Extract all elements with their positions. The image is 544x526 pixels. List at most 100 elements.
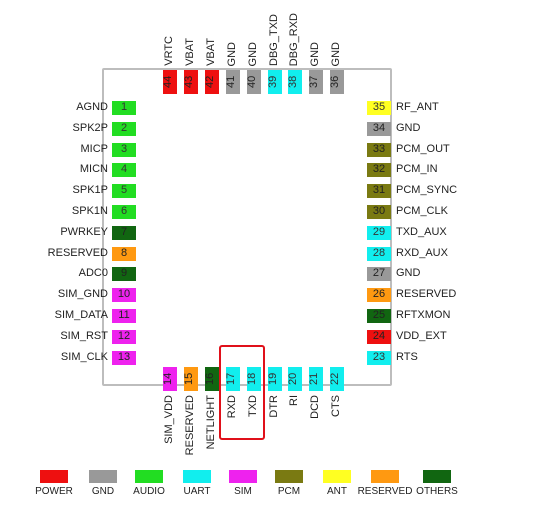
pin-35: 35 RF_ANT	[367, 101, 391, 115]
pin-9: 9 ADC0	[112, 267, 136, 281]
pin-label: GND	[248, 42, 259, 66]
pin-label: NETLIGHT	[206, 395, 217, 449]
pin-number: 44	[163, 73, 177, 91]
pin-13: 13 SIM_CLK	[112, 351, 136, 365]
pin-label: SPK1P	[73, 185, 108, 196]
pin-40: 40 GND	[247, 70, 261, 94]
legend-swatch	[371, 470, 399, 483]
rxd-txd-highlight-box	[219, 345, 265, 440]
pin-label: GND	[310, 42, 321, 66]
pin-19: 19 DTR	[268, 367, 282, 391]
pin-number: 37	[309, 73, 323, 91]
pin-label: PCM_SYNC	[396, 185, 457, 196]
pin-number: 30	[367, 206, 391, 217]
pin-label: SPK1N	[72, 206, 108, 217]
pin-number: 29	[367, 227, 391, 238]
pin-label: SIM_CLK	[61, 352, 108, 363]
pin-label: RESERVED	[48, 248, 108, 259]
pin-label: DBG_TXD	[269, 14, 280, 66]
pin-36: 36 GND	[330, 70, 344, 94]
pin-15: 15 RESERVED	[184, 367, 198, 391]
pin-number: 14	[163, 370, 177, 388]
pin-number: 8	[112, 248, 136, 259]
pin-label: RI	[289, 395, 300, 406]
pin-41: 41 GND	[226, 70, 240, 94]
legend-swatch	[135, 470, 163, 483]
pin-8: 8 RESERVED	[112, 247, 136, 261]
pin-label: PCM_OUT	[396, 144, 450, 155]
pin-33: 33 PCM_OUT	[367, 143, 391, 157]
pin-label: SPK2P	[73, 123, 108, 134]
pin-number: 31	[367, 185, 391, 196]
pin-label: PCM_IN	[396, 164, 438, 175]
pin-number: 33	[367, 144, 391, 155]
pin-label: VRTC	[164, 36, 175, 66]
pin-38: 38 DBG_RXD	[288, 70, 302, 94]
pin-number: 36	[330, 73, 344, 91]
legend-swatch	[323, 470, 351, 483]
pin-4: 4 MICN	[112, 163, 136, 177]
pin-label: RFTXMON	[396, 310, 450, 321]
pin-number: 42	[205, 73, 219, 91]
pin-number: 40	[247, 73, 261, 91]
legend-label: RESERVED	[358, 486, 413, 497]
legend-label: PCM	[278, 486, 300, 497]
pin-number: 11	[112, 310, 136, 321]
pin-label: SIM_DATA	[55, 310, 108, 321]
legend-label: POWER	[35, 486, 73, 497]
pin-21: 21 DCD	[309, 367, 323, 391]
pin-label: RESERVED	[185, 395, 196, 455]
pin-3: 3 MICP	[112, 143, 136, 157]
pin-number: 22	[330, 370, 344, 388]
pin-14: 14 SIM_VDD	[163, 367, 177, 391]
legend-label: GND	[92, 486, 114, 497]
pin-label: DCD	[310, 395, 321, 419]
pin-30: 30 PCM_CLK	[367, 205, 391, 219]
pin-number: 23	[367, 352, 391, 363]
pin-number: 20	[288, 370, 302, 388]
pin-43: 43 VBAT	[184, 70, 198, 94]
pin-32: 32 PCM_IN	[367, 163, 391, 177]
legend-label: UART	[183, 486, 210, 497]
pin-number: 24	[367, 331, 391, 342]
legend-swatch	[183, 470, 211, 483]
pin-10: 10 SIM_GND	[112, 288, 136, 302]
module-body	[102, 68, 392, 386]
pin-number: 16	[205, 370, 219, 388]
pin-42: 42 VBAT	[205, 70, 219, 94]
legend-swatch	[423, 470, 451, 483]
pin-number: 26	[367, 289, 391, 300]
pin-22: 22 CTS	[330, 367, 344, 391]
pin-label: CTS	[331, 395, 342, 417]
pin-number: 25	[367, 310, 391, 321]
legend-label: SIM	[234, 486, 252, 497]
pin-label: RF_ANT	[396, 102, 439, 113]
pin-5: 5 SPK1P	[112, 184, 136, 198]
legend-swatch	[229, 470, 257, 483]
pin-11: 11 SIM_DATA	[112, 309, 136, 323]
pin-23: 23 RTS	[367, 351, 391, 365]
pin-28: 28 RXD_AUX	[367, 247, 391, 261]
pin-number: 21	[309, 370, 323, 388]
pin-number: 9	[112, 268, 136, 279]
pin-label: SIM_VDD	[164, 395, 175, 444]
pin-1: 1 AGND	[112, 101, 136, 115]
pin-label: GND	[396, 123, 420, 134]
pin-label: GND	[227, 42, 238, 66]
pin-label: VBAT	[185, 38, 196, 66]
pin-label: GND	[331, 42, 342, 66]
pin-2: 2 SPK2P	[112, 122, 136, 136]
pin-label: PWRKEY	[60, 227, 108, 238]
pin-7: 7 PWRKEY	[112, 226, 136, 240]
pin-number: 7	[112, 227, 136, 238]
pin-26: 26 RESERVED	[367, 288, 391, 302]
pin-16: 16 NETLIGHT	[205, 367, 219, 391]
pin-label: DTR	[269, 395, 280, 418]
pin-label: DBG_RXD	[289, 13, 300, 66]
pin-31: 31 PCM_SYNC	[367, 184, 391, 198]
pin-label: SIM_RST	[60, 331, 108, 342]
pin-24: 24 VDD_EXT	[367, 330, 391, 344]
legend-swatch	[275, 470, 303, 483]
legend-swatch	[40, 470, 68, 483]
pin-number: 10	[112, 289, 136, 300]
